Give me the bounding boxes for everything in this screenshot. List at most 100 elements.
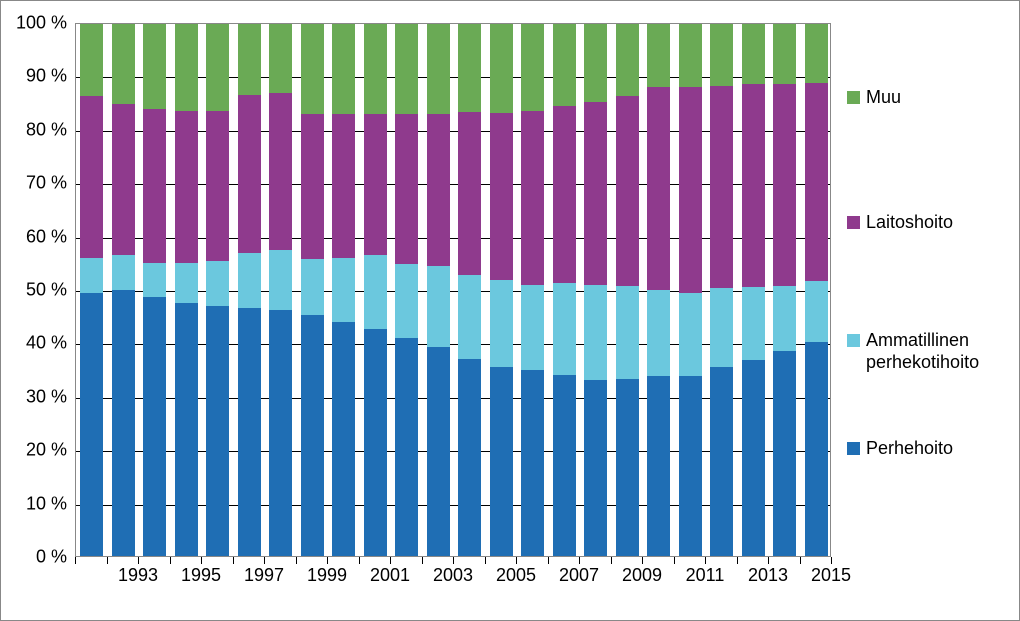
y-axis-label: 50 % xyxy=(7,280,67,301)
y-axis-label: 30 % xyxy=(7,386,67,407)
bar-segment xyxy=(364,329,387,556)
bar-column xyxy=(773,24,796,556)
bar-segment xyxy=(553,24,576,106)
bar-column xyxy=(143,24,166,556)
x-axis-label: 2001 xyxy=(370,565,410,586)
bar-column xyxy=(364,24,387,556)
y-axis-label: 70 % xyxy=(7,173,67,194)
bar-segment xyxy=(175,303,198,556)
bar-segment xyxy=(742,84,765,287)
x-tick xyxy=(359,557,360,564)
bar-column xyxy=(80,24,103,556)
x-axis-label: 2009 xyxy=(622,565,662,586)
bar-column xyxy=(647,24,670,556)
bar-segment xyxy=(269,93,292,250)
bar-segment xyxy=(616,96,639,285)
bar-segment xyxy=(143,24,166,109)
bar-segment xyxy=(395,264,418,337)
bar-segment xyxy=(584,285,607,381)
x-tick xyxy=(674,557,675,564)
bar-segment xyxy=(301,315,324,556)
bar-segment xyxy=(742,360,765,556)
x-tick xyxy=(138,557,139,564)
bar-column xyxy=(301,24,324,556)
x-tick xyxy=(233,557,234,564)
y-axis-label: 60 % xyxy=(7,226,67,247)
bar-segment xyxy=(332,258,355,322)
bar-segment xyxy=(458,24,481,112)
x-tick xyxy=(611,557,612,564)
x-axis-label: 2011 xyxy=(686,565,725,586)
bar-segment xyxy=(395,114,418,264)
bar-segment xyxy=(301,259,324,315)
bar-segment xyxy=(805,24,828,83)
legend-label: Laitoshoito xyxy=(866,212,953,234)
bar-segment xyxy=(112,255,135,290)
legend-swatch xyxy=(847,442,860,455)
bar-segment xyxy=(616,286,639,380)
bar-column xyxy=(490,24,513,556)
bar-segment xyxy=(773,286,796,351)
y-axis-label: 40 % xyxy=(7,333,67,354)
bar-segment xyxy=(395,338,418,556)
bar-segment xyxy=(490,113,513,281)
bar-column xyxy=(238,24,261,556)
bar-column xyxy=(679,24,702,556)
bar-segment xyxy=(710,24,733,86)
bar-segment xyxy=(679,293,702,377)
chart-plot-area xyxy=(75,23,831,557)
bar-column xyxy=(616,24,639,556)
bar-segment xyxy=(364,114,387,255)
bar-segment xyxy=(206,111,229,261)
x-tick xyxy=(705,557,706,564)
x-tick xyxy=(800,557,801,564)
x-tick xyxy=(768,557,769,564)
bar-segment xyxy=(616,24,639,96)
bar-segment xyxy=(80,96,103,258)
bar-segment xyxy=(742,287,765,360)
legend-item: Ammatillinen perhekotihoito xyxy=(847,330,1017,373)
bar-column xyxy=(427,24,450,556)
x-tick xyxy=(264,557,265,564)
bar-column xyxy=(395,24,418,556)
bar-segment xyxy=(458,112,481,275)
x-tick xyxy=(390,557,391,564)
bar-segment xyxy=(805,281,828,342)
bar-segment xyxy=(175,263,198,303)
x-axis-label: 2015 xyxy=(811,565,851,586)
bar-column xyxy=(458,24,481,556)
bar-column xyxy=(710,24,733,556)
y-axis-label: 80 % xyxy=(7,119,67,140)
bar-segment xyxy=(553,283,576,375)
bar-segment xyxy=(80,293,103,556)
y-axis-label: 0 % xyxy=(7,547,67,568)
bar-segment xyxy=(332,24,355,114)
bar-segment xyxy=(427,347,450,556)
bar-segment xyxy=(490,24,513,113)
legend-swatch xyxy=(847,91,860,104)
bar-segment xyxy=(805,342,828,556)
legend-label: Perhehoito xyxy=(866,438,953,460)
x-axis-label: 1995 xyxy=(181,565,221,586)
bar-segment xyxy=(805,83,828,281)
bar-column xyxy=(584,24,607,556)
x-tick xyxy=(579,557,580,564)
bar-segment xyxy=(175,24,198,111)
bar-segment xyxy=(301,114,324,259)
x-axis-label: 1999 xyxy=(307,565,347,586)
bar-segment xyxy=(773,84,796,286)
x-axis-label: 1993 xyxy=(118,565,158,586)
legend-label: Ammatillinen perhekotihoito xyxy=(866,330,1017,373)
bar-segment xyxy=(584,380,607,556)
bar-segment xyxy=(679,87,702,292)
bar-segment xyxy=(553,106,576,283)
bar-segment xyxy=(427,266,450,347)
y-axis-label: 90 % xyxy=(7,66,67,87)
bar-column xyxy=(206,24,229,556)
bar-segment xyxy=(80,24,103,96)
bar-segment xyxy=(521,285,544,370)
bar-segment xyxy=(332,322,355,556)
bar-segment xyxy=(584,102,607,285)
bar-segment xyxy=(112,24,135,104)
bar-segment xyxy=(584,24,607,102)
